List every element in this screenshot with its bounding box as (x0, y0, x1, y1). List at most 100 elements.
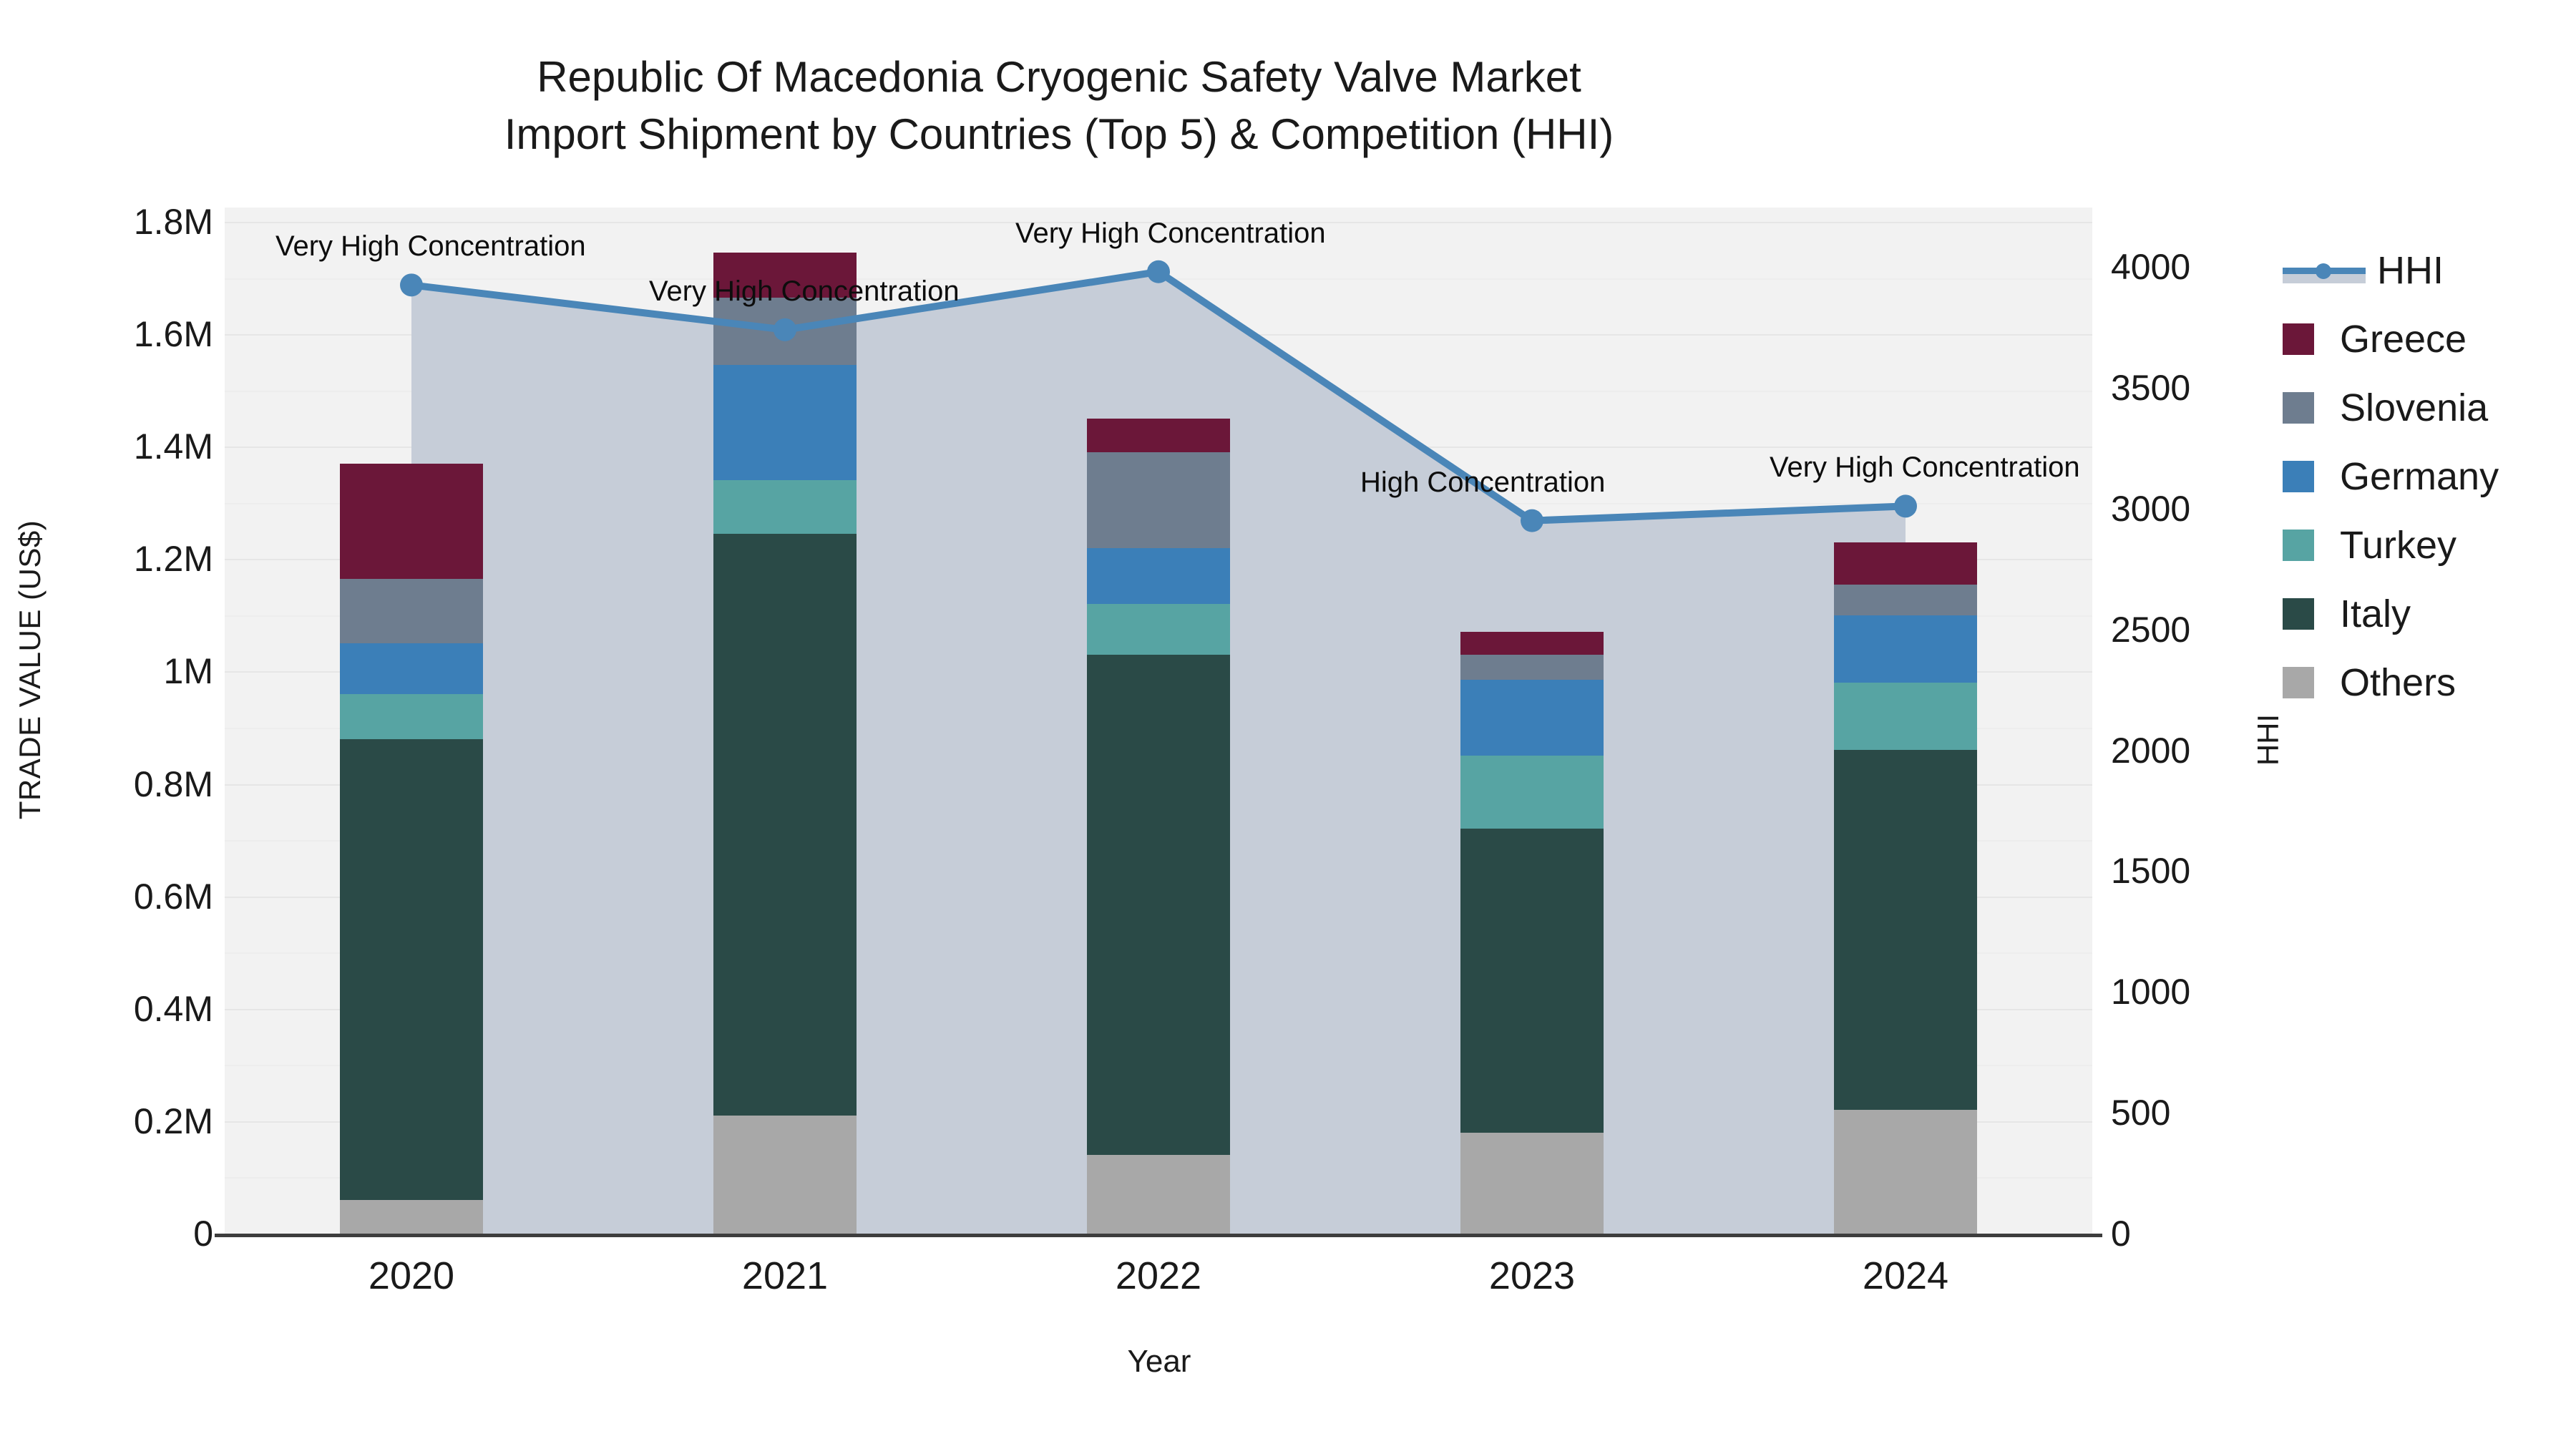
bar-segment-germany[interactable] (1834, 615, 1977, 683)
bar-segment-greece[interactable] (713, 253, 857, 298)
y-axis-left-tick-label: 0.2M (133, 1101, 213, 1141)
bar-segment-slovenia[interactable] (1460, 654, 1604, 680)
square-swatch-icon (2283, 392, 2314, 424)
legend-item-turkey[interactable]: Turkey (2283, 511, 2499, 580)
chart-title: Republic Of Macedonia Cryogenic Safety V… (0, 49, 2118, 163)
legend-item-slovenia[interactable]: Slovenia (2283, 374, 2499, 442)
legend-item-greece[interactable]: Greece (2283, 305, 2499, 374)
x-axis-title: Year (1127, 1344, 1191, 1379)
bar-segment-others[interactable] (1087, 1155, 1230, 1234)
bar-segment-others[interactable] (713, 1116, 857, 1234)
y-axis-left-tick-label: 0.4M (133, 988, 213, 1029)
hhi-line (400, 260, 1917, 532)
y-axis-left-ticks: 0 0.2M 0.4M 0.6M 0.8M 1M 1.2M 1.4M 1.6M 1.8M (0, 0, 215, 1449)
legend-label: Others (2340, 661, 2457, 704)
legend-label: Germany (2340, 455, 2499, 498)
bar-segment-slovenia[interactable] (1087, 452, 1230, 548)
bar-segment-italy[interactable] (1460, 829, 1604, 1133)
bar-segment-turkey[interactable] (713, 480, 857, 534)
bar-group[interactable] (340, 208, 483, 1234)
bar-group[interactable] (713, 208, 857, 1234)
bar-segment-italy[interactable] (340, 738, 483, 1200)
y-axis-left-tick-label: 1M (163, 651, 213, 692)
legend-item-others[interactable]: Others (2283, 648, 2499, 717)
legend-label: Greece (2340, 318, 2467, 361)
x-axis-tick-label: 2024 (1862, 1254, 1949, 1297)
square-swatch-icon (2283, 461, 2314, 492)
bar-segment-greece[interactable] (1460, 632, 1604, 655)
square-swatch-icon (2283, 530, 2314, 561)
hhi-data-point[interactable] (774, 318, 796, 341)
y-axis-right-title: HHI (2251, 713, 2285, 766)
y-axis-left-tick-label: 0.6M (133, 876, 213, 917)
hhi-polyline (411, 268, 1906, 525)
y-axis-right-tick-label: 2000 (2111, 730, 2191, 771)
x-axis-tick-label: 2023 (1488, 1254, 1576, 1297)
y-axis-right-tick-label: 3500 (2111, 367, 2191, 408)
legend-label: Italy (2340, 592, 2411, 635)
bar-segment-slovenia[interactable] (1834, 584, 1977, 615)
bar-segment-turkey[interactable] (1460, 756, 1604, 829)
x-axis-tick-label: 2021 (741, 1254, 829, 1297)
legend-label: Slovenia (2340, 386, 2489, 429)
square-swatch-icon (2283, 323, 2314, 355)
bar-group[interactable] (1460, 208, 1604, 1234)
gridline (225, 222, 2092, 223)
bar-group[interactable] (1834, 208, 1977, 1234)
y-axis-left-tick-label: 1.4M (133, 426, 213, 467)
bar-segment-greece[interactable] (340, 463, 483, 579)
y-axis-left-tick-label: 1.6M (133, 314, 213, 355)
bar-segment-germany[interactable] (1460, 680, 1604, 756)
y-axis-right-tick-label: 2500 (2111, 609, 2191, 650)
y-axis-right-tick-label: 4000 (2111, 247, 2191, 287)
legend-item-hhi[interactable]: HHI (2283, 236, 2499, 305)
bar-segment-others[interactable] (340, 1199, 483, 1234)
annotation-label: Very High Concentration (1015, 217, 1326, 249)
bar-segment-turkey[interactable] (1087, 604, 1230, 655)
annotation-label: High Concentration (1360, 466, 1606, 498)
x-axis-tick-label: 2020 (368, 1254, 455, 1297)
hhi-data-point[interactable] (1894, 494, 1917, 518)
y-axis-right-tick-label: 1500 (2111, 851, 2191, 892)
bar-segment-greece[interactable] (1087, 418, 1230, 453)
bar-segment-italy[interactable] (713, 533, 857, 1116)
annotation-label: Very High Concentration (1770, 452, 2080, 484)
legend-label: HHI (2377, 249, 2444, 292)
bar-segment-germany[interactable] (340, 643, 483, 694)
bar-group[interactable] (1087, 208, 1230, 1234)
bar-segment-italy[interactable] (1834, 750, 1977, 1111)
y-axis-right-tick-label: 1000 (2111, 972, 2191, 1013)
bar-segment-others[interactable] (1460, 1132, 1604, 1234)
bar-segment-slovenia[interactable] (340, 578, 483, 644)
bar-segment-greece[interactable] (1834, 542, 1977, 585)
bar-segment-turkey[interactable] (340, 693, 483, 739)
hhi-data-point[interactable] (1521, 509, 1543, 532)
annotation-label: Very High Concentration (275, 230, 586, 263)
bar-segment-italy[interactable] (1087, 654, 1230, 1156)
hhi-data-point[interactable] (1147, 260, 1170, 283)
y-axis-left-tick-label: 1.2M (133, 539, 213, 580)
x-axis-tick-label: 2022 (1115, 1254, 1202, 1297)
bar-segment-others[interactable] (1834, 1110, 1977, 1234)
y-axis-right-tick-label: 500 (2111, 1093, 2171, 1133)
x-axis-line (215, 1234, 2102, 1237)
bar-segment-turkey[interactable] (1834, 683, 1977, 751)
y-axis-left-title: TRADE VALUE (US$) (13, 519, 47, 820)
legend-label: Turkey (2340, 524, 2457, 567)
bar-groups (225, 208, 2092, 1234)
chart-title-line-1: Republic Of Macedonia Cryogenic Safety V… (537, 53, 1581, 101)
legend-item-italy[interactable]: Italy (2283, 580, 2499, 648)
legend-item-germany[interactable]: Germany (2283, 442, 2499, 511)
y-axis-left-tick-label: 0.8M (133, 763, 213, 804)
y-axis-left-tick-label: 1.8M (133, 202, 213, 242)
y-axis-left-tick-label: 0 (193, 1214, 213, 1254)
bar-segment-germany[interactable] (713, 365, 857, 481)
y-axis-right-ticks: 0 500 1000 1500 2000 2500 3000 3500 4000 (2111, 0, 2340, 1449)
plot-area (225, 208, 2092, 1235)
square-swatch-icon (2283, 598, 2314, 630)
y-axis-right-tick-label: 3000 (2111, 488, 2191, 529)
hhi-data-point[interactable] (400, 273, 423, 297)
bar-segment-germany[interactable] (1087, 547, 1230, 605)
y-axis-right-tick-label: 0 (2111, 1214, 2131, 1254)
